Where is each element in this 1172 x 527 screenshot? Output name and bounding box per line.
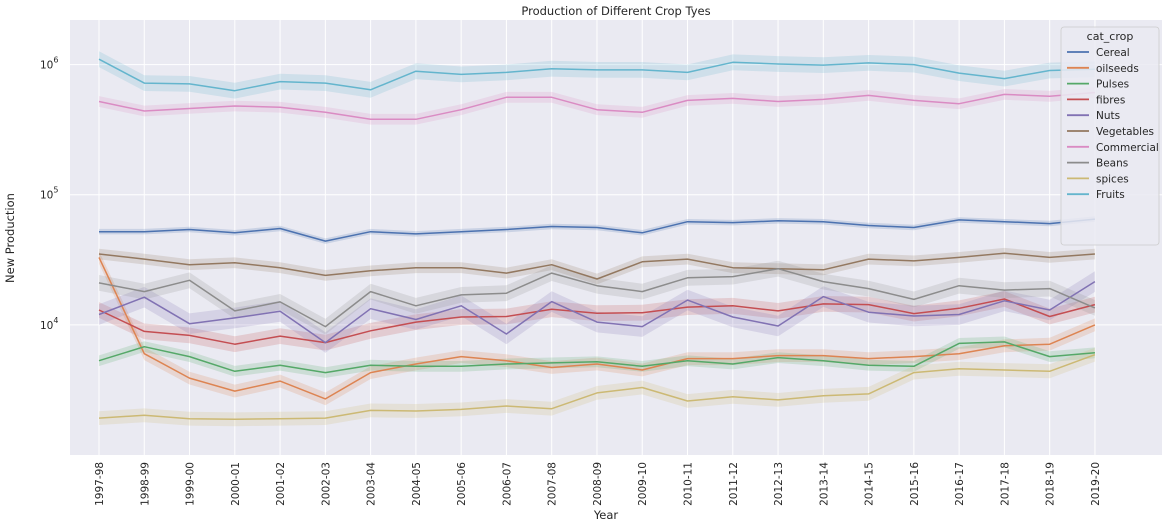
line-vegetables (98, 252, 1095, 280)
band-pulses (99, 336, 1095, 378)
x-tick-label: 2011-12 (728, 462, 740, 506)
x-tick-label: 2017-18 (999, 462, 1011, 506)
legend-item-pulses: Pulses (1067, 79, 1129, 91)
band-vegetables (99, 247, 1095, 285)
legend-label: oilseeds (1096, 63, 1139, 75)
line-nuts (98, 280, 1096, 344)
legend-item-nuts: Nuts (1067, 110, 1120, 122)
line-fruits (98, 58, 1095, 92)
line-spices (98, 353, 1096, 421)
line-pulses (98, 341, 1095, 374)
y-tick-labels: 104 105 106 (40, 56, 58, 332)
legend-item-beans: Beans (1067, 158, 1128, 170)
x-tick-label: 2019-20 (1090, 462, 1102, 506)
legend-label: fibres (1096, 94, 1125, 106)
band-nuts (99, 271, 1095, 353)
legend-item-cereal: Cereal (1067, 47, 1130, 59)
x-tick-label: 1998-99 (139, 462, 151, 506)
x-tick-label: 2014-15 (864, 462, 876, 506)
grid-lines (70, 20, 1162, 455)
x-tick-label: 2000-01 (230, 462, 242, 506)
legend-item-vegetables: Vegetables (1067, 126, 1154, 138)
y-axis-label: New Production (3, 193, 17, 283)
x-tick-label: 2002-03 (320, 462, 332, 506)
line-cereal (99, 218, 1095, 242)
x-tick-label: 2018-19 (1045, 462, 1057, 506)
y-tick-label: 106 (40, 56, 58, 72)
x-tick-label: 2006-07 (501, 462, 513, 506)
legend-label: Nuts (1096, 110, 1120, 122)
plot-background (70, 20, 1162, 455)
legend-item-fibres: fibres (1067, 94, 1125, 106)
legend-label: Cereal (1096, 47, 1130, 59)
legend-title: cat_crop (1087, 30, 1134, 43)
legend-item-oilseeds: oilseeds (1067, 63, 1139, 75)
legend-item-commercial: Commercial (1067, 142, 1159, 154)
x-tick-label: 1999-00 (185, 462, 197, 506)
legend-label: spices (1096, 173, 1129, 185)
x-tick-labels: 1997-98 1998-99 1999-00 2000-01 2001-02 2002-… (94, 462, 1102, 506)
legend-label: Fruits (1096, 189, 1125, 201)
legend-label: Pulses (1096, 79, 1129, 91)
x-tick-label: 2010-11 (683, 462, 695, 506)
x-axis-label: Year (593, 508, 619, 522)
x-tick-label: 2013-14 (818, 462, 830, 506)
y-tick-label: 105 (40, 186, 58, 202)
legend-label: Commercial (1096, 142, 1159, 154)
line-fibres (98, 298, 1096, 345)
line-beans (98, 267, 1096, 328)
band-beans (99, 260, 1095, 335)
x-tick-label: 2008-09 (592, 462, 604, 506)
x-tick-label: 1997-98 (94, 462, 106, 506)
x-tick-label: 2005-06 (456, 462, 468, 506)
series-lines (98, 58, 1096, 421)
x-tick-label: 2009-10 (637, 462, 649, 506)
chart-title: Production of Different Crop Tyes (521, 4, 710, 18)
x-tick-label: 2007-08 (547, 462, 559, 506)
legend-item-spices: spices (1067, 173, 1129, 185)
x-tick-label: 2012-13 (773, 462, 785, 506)
x-tick-label: 2004-05 (411, 462, 423, 506)
x-tick-label: 2003-04 (366, 462, 378, 506)
line-oilseeds (98, 257, 1096, 400)
legend-label: Vegetables (1096, 126, 1154, 138)
line-commercial (98, 91, 1095, 121)
x-tick-label: 2015-16 (909, 462, 921, 506)
x-tick-label: 2001-02 (275, 462, 287, 506)
legend-box (1060, 26, 1160, 246)
x-tick-label: 2016-17 (954, 462, 966, 506)
legend: cat_crop Cereal oilseeds Pulses fibres Nuts V… (1060, 26, 1160, 246)
y-tick-label: 104 (40, 316, 58, 332)
legend-item-fruits: Fruits (1067, 189, 1125, 201)
band-spices (99, 347, 1095, 427)
legend-label: Beans (1096, 158, 1128, 170)
